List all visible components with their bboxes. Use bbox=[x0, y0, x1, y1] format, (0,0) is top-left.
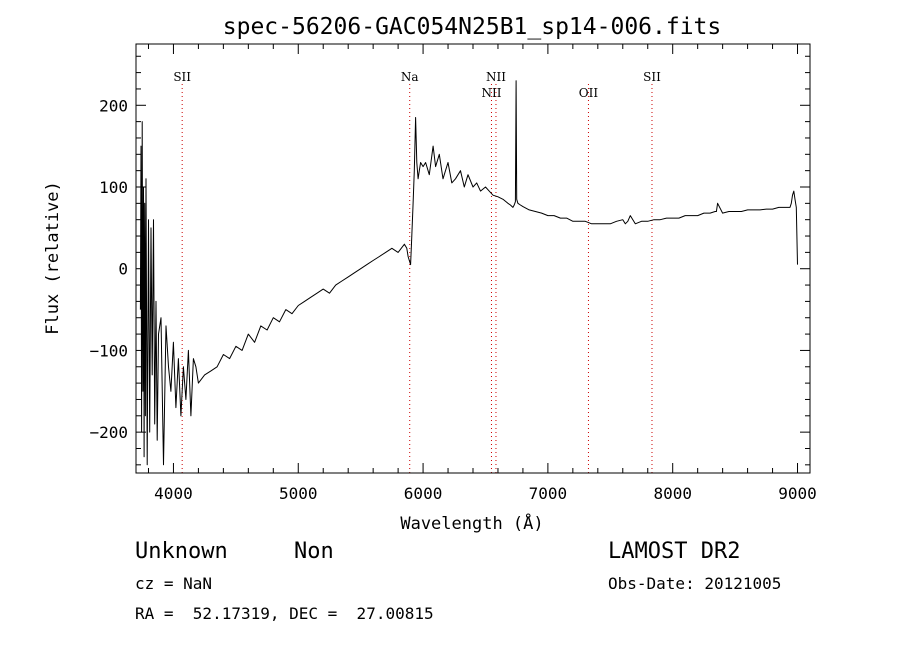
x-tick-label: 8000 bbox=[653, 484, 692, 503]
spectrum-line bbox=[139, 80, 798, 466]
obs-date-text: Obs-Date: 20121005 bbox=[608, 574, 782, 593]
line-label-sii: SII bbox=[173, 70, 191, 84]
redshift-text: cz = NaN bbox=[135, 574, 213, 593]
emission-line-markers bbox=[181, 84, 653, 473]
x-tick-label: 5000 bbox=[279, 484, 318, 503]
y-tick-label: −200 bbox=[89, 423, 128, 442]
chart-title: spec-56206-GAC054N25B1_sp14-006.fits bbox=[223, 14, 722, 40]
line-label-oii: OII bbox=[579, 86, 599, 100]
line-label-sii: SII bbox=[643, 70, 661, 84]
emission-line-labels: SII Na NII NII OII SII bbox=[173, 70, 661, 100]
y-tick-label: 100 bbox=[99, 178, 128, 197]
survey-name: LAMOST DR2 bbox=[608, 539, 741, 564]
x-axis: 4000 5000 6000 7000 8000 9000 bbox=[147, 44, 817, 503]
coordinates-text: RA = 52.17319, DEC = 27.00815 bbox=[135, 604, 434, 623]
line-label-nii: NII bbox=[486, 70, 506, 84]
y-tick-label: −100 bbox=[89, 341, 128, 360]
x-tick-label: 9000 bbox=[778, 484, 817, 503]
line-label-na: Na bbox=[401, 70, 419, 84]
plot-frame bbox=[135, 43, 811, 474]
y-tick-label: 200 bbox=[99, 96, 128, 115]
y-tick-label: 0 bbox=[118, 260, 128, 279]
y-axis: −200 −100 0 100 200 bbox=[89, 55, 810, 466]
y-axis-label: Flux (relative) bbox=[43, 181, 63, 335]
x-tick-label: 4000 bbox=[154, 484, 193, 503]
x-tick-label: 6000 bbox=[404, 484, 443, 503]
spectral-subclass: Non bbox=[294, 539, 334, 564]
line-label-nii: NII bbox=[481, 86, 501, 100]
spectral-class: Unknown bbox=[135, 539, 228, 564]
x-axis-label: Wavelength (Å) bbox=[400, 512, 543, 534]
x-tick-label: 7000 bbox=[529, 484, 568, 503]
